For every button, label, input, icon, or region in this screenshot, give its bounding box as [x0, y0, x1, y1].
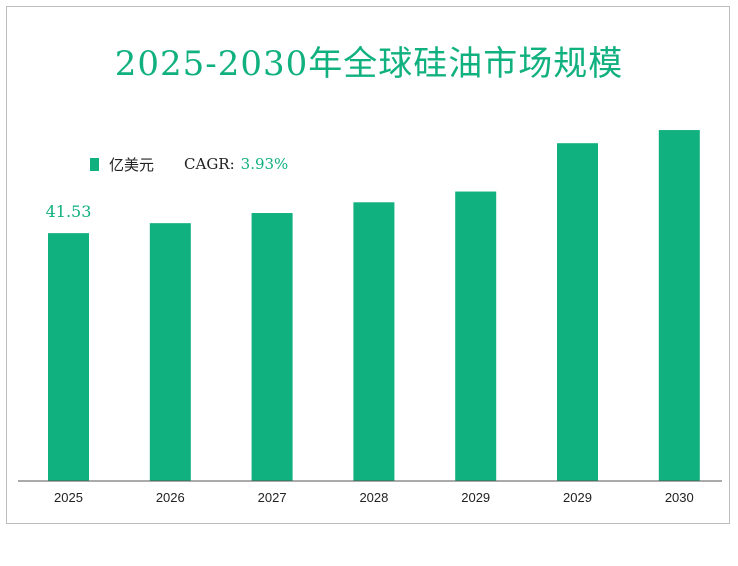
- x-tick-label: 2030: [665, 490, 694, 505]
- x-tick-label: 2029: [563, 490, 592, 505]
- bar: [48, 233, 89, 481]
- chart-title: 2025-2030年全球硅油市场规模: [114, 44, 624, 84]
- cagr-label: CAGR:: [184, 155, 235, 173]
- legend-label: 亿美元: [109, 155, 155, 174]
- bar: [353, 202, 395, 482]
- x-tick-label: 2029: [461, 490, 490, 505]
- legend-swatch: [90, 157, 99, 171]
- bar: [557, 143, 598, 481]
- x-tick-label: 2025: [54, 490, 83, 505]
- data-label: 41.53: [46, 202, 92, 221]
- bar: [149, 223, 191, 481]
- chart-legend: 亿美元 CAGR: 3.93%: [90, 152, 288, 176]
- bar: [658, 130, 700, 482]
- x-tick-label: 2026: [156, 490, 185, 505]
- x-tick-label: 2028: [359, 490, 388, 505]
- bar: [251, 213, 293, 481]
- bar: [455, 191, 497, 482]
- cagr-value: 3.93%: [240, 155, 289, 173]
- x-tick-label: 2027: [258, 490, 287, 505]
